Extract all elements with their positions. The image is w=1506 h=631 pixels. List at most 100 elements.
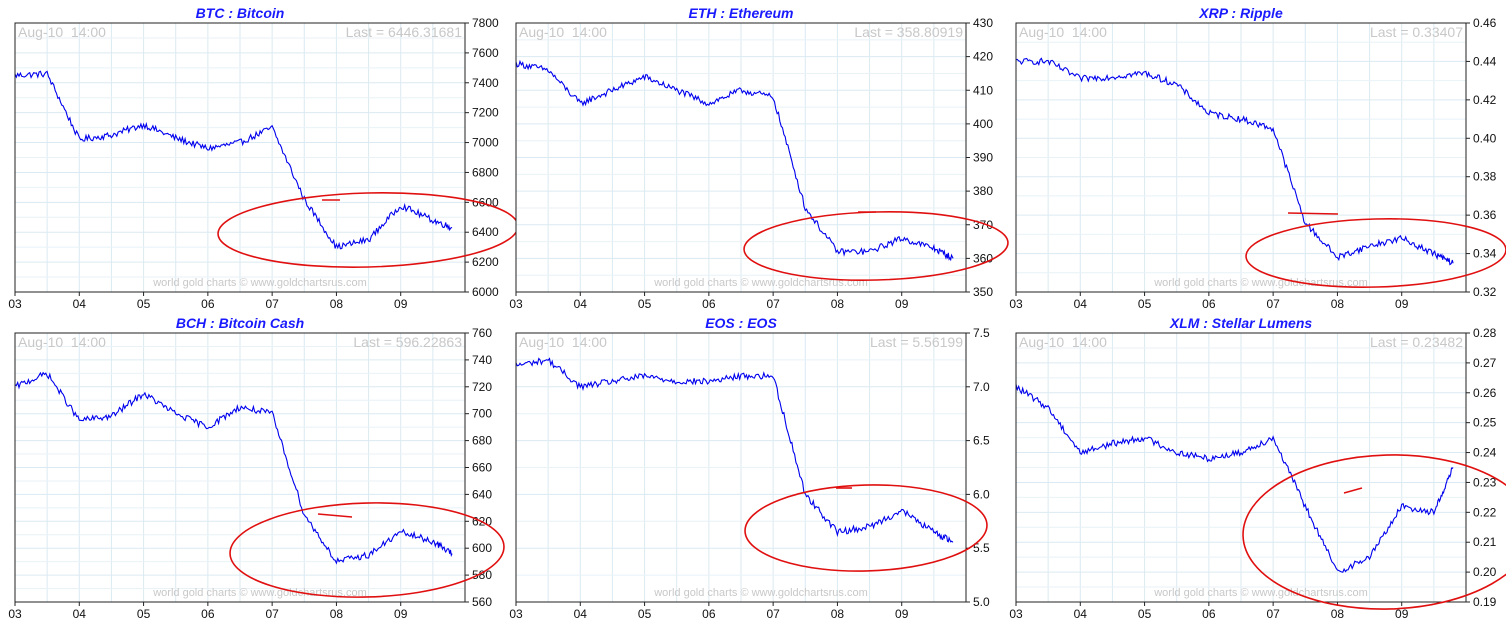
y-tick-label: 660 [472,461,492,475]
y-tick-label: 0.28 [1473,326,1497,340]
x-tick-label: 06 [702,297,716,311]
price-series-line [14,70,453,250]
x-tick-label: 05 [1138,297,1152,311]
x-tick-label: 07 [1266,607,1280,621]
chart-panel-btc: BTC : Bitcoin Aug-10 14:00 Last = 6446.316… [8,5,519,311]
y-tick-label: 0.27 [1473,356,1497,370]
x-tick-label: 06 [201,297,215,311]
y-tick-label: 7.5 [973,326,990,340]
x-tick-label: 06 [1202,297,1216,311]
price-series-line [515,357,954,543]
y-tick-label: 370 [973,218,993,232]
price-series-line [515,59,954,262]
y-tick-label: 0.46 [1473,16,1497,30]
x-tick-label: 03 [8,297,22,311]
x-tick-label: 09 [1395,297,1409,311]
y-tick-label: 0.40 [1473,131,1497,145]
y-tick-label: 7.0 [973,380,990,394]
y-tick-label: 0.42 [1473,93,1497,107]
plot-frame [1015,332,1467,603]
x-tick-label: 05 [1138,607,1152,621]
annotation-ellipse [1242,454,1506,610]
x-tick-label: 04 [1074,297,1088,311]
chart-panel-xlm: XLM : Stellar Lumens Aug-10 14:00 Last = 0… [1009,315,1506,621]
x-tick-label: 03 [509,607,523,621]
chart-title: BCH : Bitcoin Cash [176,315,304,331]
x-tick-label: 06 [1202,607,1216,621]
y-tick-label: 390 [973,151,993,165]
y-tick-label: 410 [973,83,993,97]
x-tick-label: 06 [201,607,215,621]
y-tick-label: 6.0 [973,487,990,501]
plot-frame [1015,22,1467,293]
y-tick-label: 700 [472,407,492,421]
chart-title: XRP : Ripple [1198,5,1283,21]
y-tick-label: 7600 [472,46,499,60]
x-tick-label: 04 [574,607,588,621]
annotation-mark [1287,212,1339,215]
y-tick-label: 420 [973,50,993,64]
x-tick-label: 03 [1009,297,1023,311]
x-tick-label: 05 [638,297,652,311]
last-value-label: Last = 0.33407 [1370,24,1463,40]
chart-panel-eos: EOS : EOS Aug-10 14:00 Last = 5.56199 world… [509,315,990,621]
y-tick-label: 430 [973,16,993,30]
chart-title: ETH : Ethereum [688,5,793,21]
x-tick-label: 09 [394,297,408,311]
x-tick-label: 04 [574,297,588,311]
price-series-line [1015,384,1454,573]
x-tick-label: 08 [330,297,344,311]
chart-panel-eth: ETH : Ethereum Aug-10 14:00 Last = 358.809… [509,5,1009,311]
y-tick-label: 0.20 [1473,565,1497,579]
y-tick-label: 680 [472,434,492,448]
last-value-label: Last = 6446.31681 [346,24,463,40]
x-tick-label: 07 [766,607,780,621]
y-tick-label: 7800 [472,16,499,30]
watermark-text: world gold charts © www.goldchartsrus.co… [1153,587,1368,599]
x-tick-label: 03 [1009,607,1023,621]
y-tick-label: 740 [472,353,492,367]
y-tick-label: 7200 [472,106,499,120]
y-tick-label: 6000 [472,285,499,299]
y-tick-label: 5.5 [973,541,990,555]
x-tick-label: 07 [766,297,780,311]
x-tick-label: 05 [137,297,151,311]
y-tick-label: 0.24 [1473,446,1497,460]
x-tick-label: 09 [895,607,909,621]
y-tick-label: 0.22 [1473,505,1497,519]
timestamp-label: Aug-10 14:00 [519,24,607,40]
x-tick-label: 08 [1331,607,1345,621]
x-tick-label: 07 [265,607,279,621]
watermark-text: world gold charts © www.goldchartsrus.co… [152,587,367,599]
watermark-text: world gold charts © www.goldchartsrus.co… [1153,277,1368,289]
y-tick-label: 0.19 [1473,595,1497,609]
chart-title: BTC : Bitcoin [196,5,285,21]
last-value-label: Last = 596.22863 [353,334,462,350]
timestamp-label: Aug-10 14:00 [1019,24,1107,40]
x-tick-label: 04 [73,607,87,621]
x-tick-label: 03 [8,607,22,621]
x-tick-label: 09 [1395,607,1409,621]
x-tick-label: 07 [265,297,279,311]
y-tick-label: 6.5 [973,434,990,448]
y-tick-label: 0.34 [1473,247,1497,261]
watermark-text: world gold charts © www.goldchartsrus.co… [152,277,367,289]
y-tick-label: 7400 [472,76,499,90]
y-tick-label: 760 [472,326,492,340]
timestamp-label: Aug-10 14:00 [18,334,106,350]
y-tick-label: 6200 [472,255,499,269]
timestamp-label: Aug-10 14:00 [519,334,607,350]
timestamp-label: Aug-10 14:00 [1019,334,1107,350]
y-tick-label: 6800 [472,165,499,179]
x-tick-label: 08 [1331,297,1345,311]
x-tick-label: 09 [895,297,909,311]
y-tick-label: 400 [973,117,993,131]
y-tick-label: 5.0 [973,595,990,609]
y-tick-label: 640 [472,487,492,501]
y-tick-label: 380 [973,184,993,198]
x-tick-label: 04 [73,297,87,311]
y-tick-label: 0.38 [1473,170,1497,184]
y-tick-label: 350 [973,285,993,299]
